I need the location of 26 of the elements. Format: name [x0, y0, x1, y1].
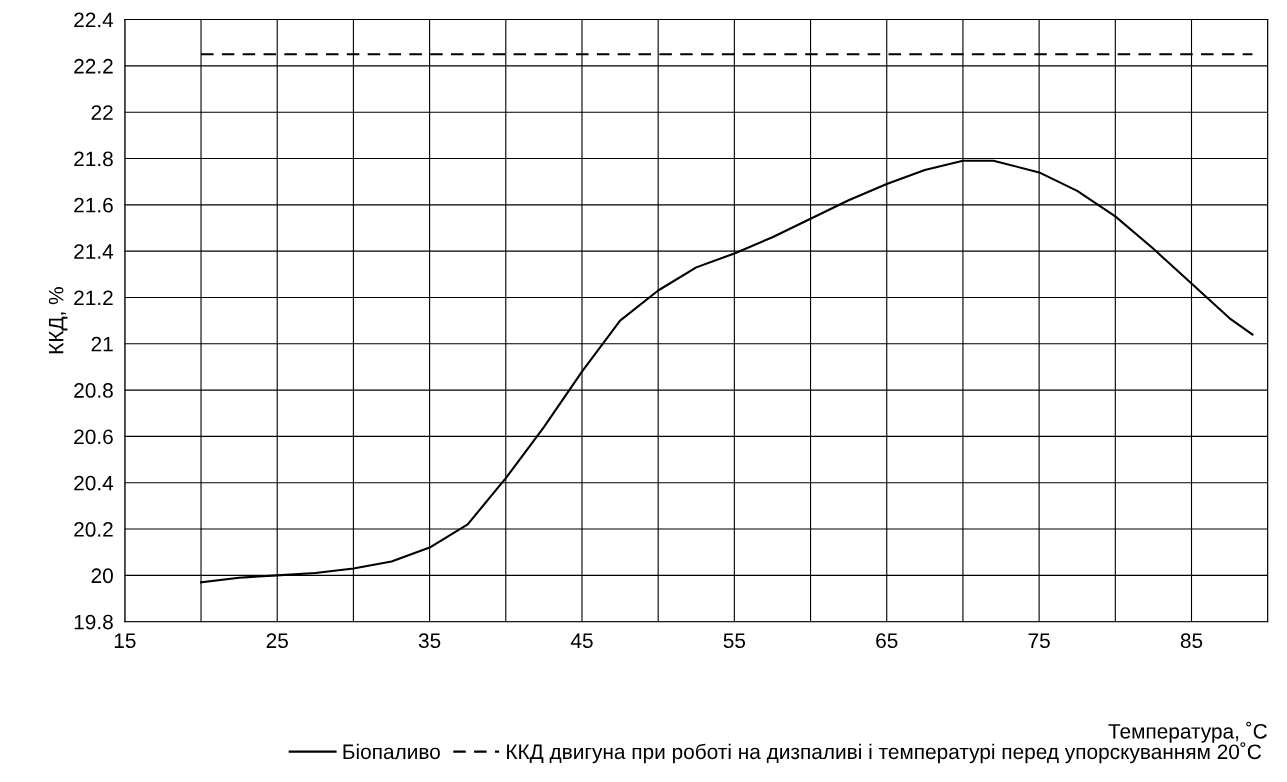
- x-tick-label: 65: [876, 633, 898, 649]
- y-tick-label: 21.4: [74, 244, 114, 259]
- x-tick-label: 75: [1028, 633, 1050, 649]
- y-tick-label: 21.2: [74, 290, 113, 306]
- y-tick-label: 20: [91, 568, 113, 584]
- legend-label: Біопаливо: [343, 743, 440, 760]
- x-tick-label: 25: [266, 633, 288, 649]
- y-tick-label: 22.4: [74, 12, 114, 28]
- y-tick-label: 19.8: [74, 614, 113, 630]
- x-tick-label: 45: [570, 633, 593, 649]
- y-tick-label: 21.6: [74, 197, 113, 213]
- y-tick-label: 22.2: [74, 58, 113, 74]
- legend-label: ККД двигуна при роботі на дизпаливі і температурі перед упорскуванням 20˚С: [507, 742, 1262, 764]
- y-tick-label: 20.2: [74, 522, 113, 537]
- y-axis-title: ККД, %: [48, 287, 68, 354]
- y-tick-label: 20.4: [74, 475, 114, 491]
- y-tick-label: 22: [91, 105, 113, 120]
- x-axis-title: Температура, ˚С: [1108, 721, 1267, 743]
- x-tick-label: 85: [1180, 633, 1203, 649]
- y-tick-label: 20.8: [74, 383, 113, 398]
- y-tick-label: 20.6: [74, 429, 113, 445]
- x-tick-label: 35: [418, 633, 441, 649]
- y-tick-label: 21.8: [74, 151, 113, 167]
- x-tick-label: 15: [114, 633, 136, 649]
- y-tick-label: 21: [91, 336, 113, 352]
- x-tick-label: 55: [723, 633, 746, 649]
